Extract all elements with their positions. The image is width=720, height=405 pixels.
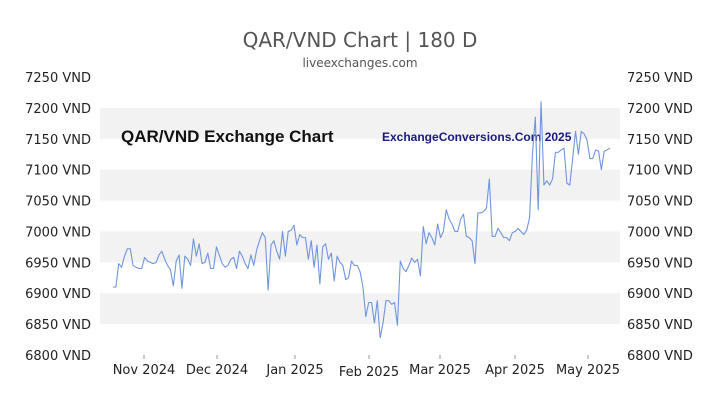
x-tick-label: Jan 2025 [265,363,323,378]
y-tick-label-left: 6800 VND [25,349,91,364]
grid-band [100,231,620,263]
x-axis: Nov 2024 Dec 2024 Jan 2025 Feb 2025 Mar 2025… [113,355,620,380]
y-tick-label-left: 6900 VND [25,287,91,302]
watermark-site-label: ExchangeConversions.Com 2025 [382,130,572,144]
series-line [113,101,611,339]
y-tick-label-right: 7200 VND [627,102,693,117]
x-tick-label: Dec 2024 [186,363,248,378]
y-tick-label-left: 7250 VND [25,71,91,86]
y-tick-label-left: 6850 VND [25,318,91,333]
x-tick-label: Nov 2024 [113,363,176,378]
y-tick-label-right: 7000 VND [627,225,693,240]
chart-title: QAR/VND Chart | 180 D [243,28,478,52]
y-tick-label-right: 7100 VND [627,164,693,179]
y-tick-label-left: 7200 VND [25,102,91,117]
series-group [113,101,611,339]
y-tick-label-left: 7150 VND [25,133,91,148]
grid-band [100,107,620,139]
y-tick-label-left: 7050 VND [25,195,91,210]
x-tick-label: Mar 2025 [409,363,471,378]
y-tick-label-right: 7150 VND [627,133,693,148]
y-tick-label-left: 6950 VND [25,256,91,271]
y-tick-label-right: 6800 VND [627,349,693,364]
y-tick-label-right: 6900 VND [627,287,693,302]
y-tick-label-right: 6950 VND [627,256,693,271]
y-tick-label-right: 6850 VND [627,318,693,333]
grid-band [100,169,620,201]
x-tick-label: Apr 2025 [485,363,545,378]
chart-subtitle: liveexchanges.com [302,56,417,70]
y-axis-right: 7250 VND 7200 VND 7150 VND 7100 VND 7050 VND… [627,71,693,364]
watermark-chart-label: QAR/VND Exchange Chart [121,127,334,146]
x-tick-label: May 2025 [556,363,620,378]
y-tick-label-left: 7100 VND [25,164,91,179]
y-axis-left: 7250 VND 7200 VND 7150 VND 7100 VND 7050 VND… [25,71,91,364]
x-tick-label: Feb 2025 [339,365,399,380]
y-tick-label-right: 7050 VND [627,195,693,210]
y-tick-label-right: 7250 VND [627,71,693,86]
grid-band [100,293,620,325]
grid-bands [100,107,620,325]
y-tick-label-left: 7000 VND [25,225,91,240]
